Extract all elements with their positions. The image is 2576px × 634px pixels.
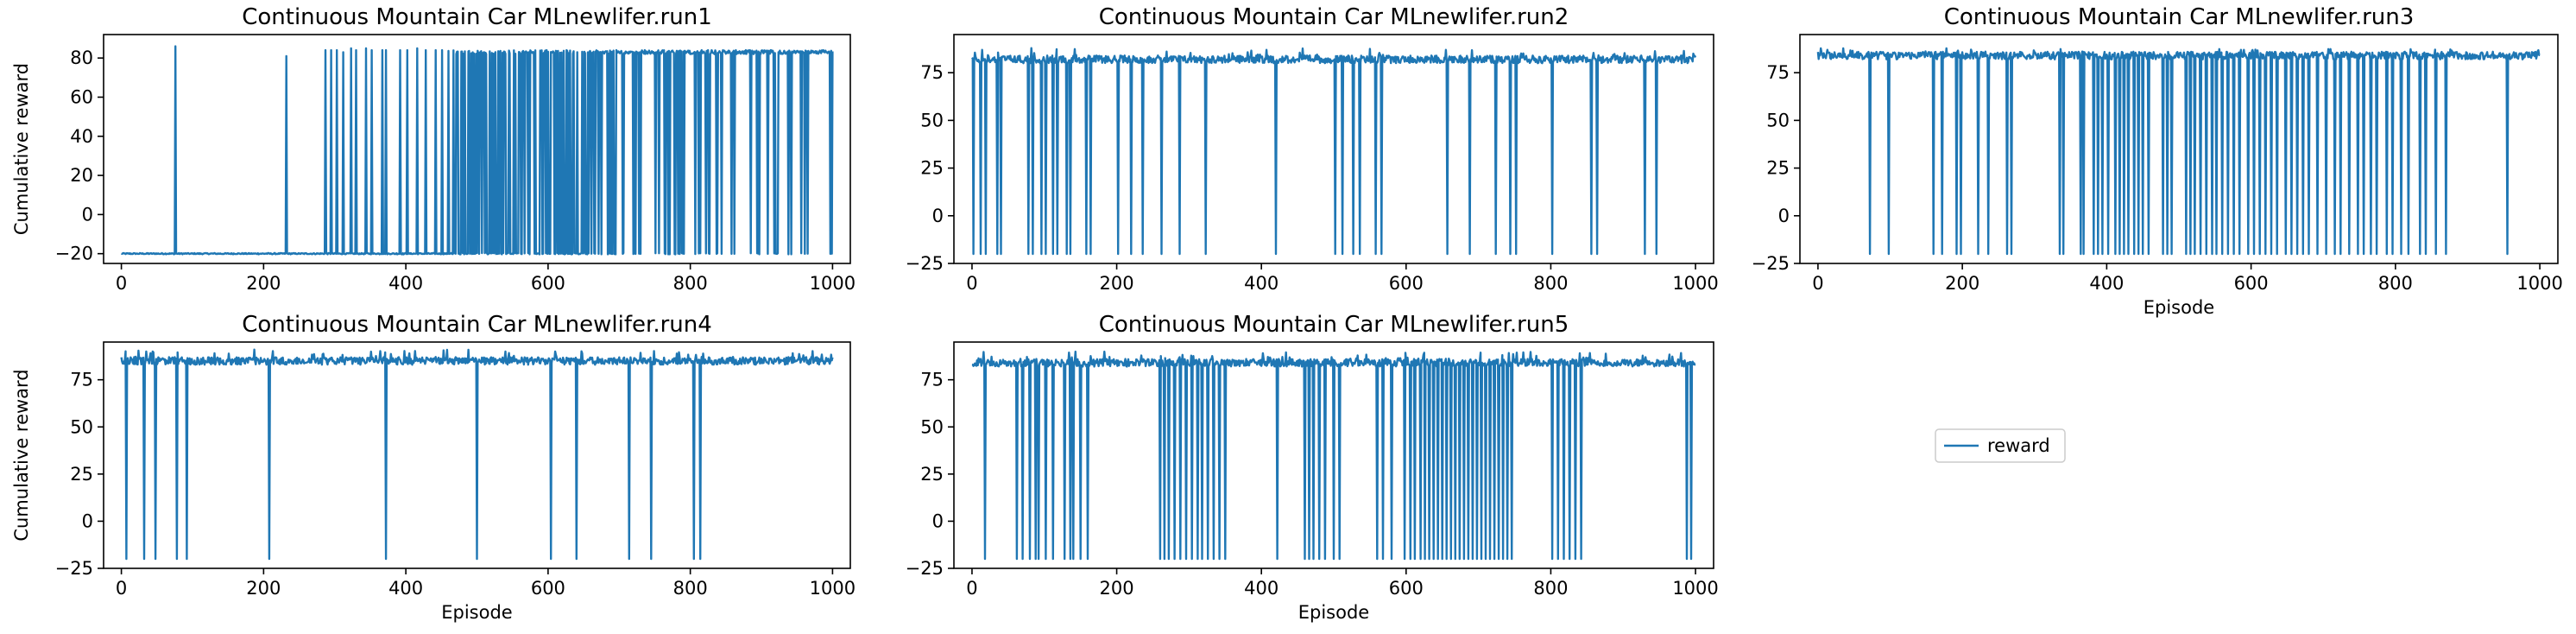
reward-series-line — [120, 45, 834, 256]
subplot-2: Continuous Mountain Car MLnewlifer.run2 0… — [906, 4, 1719, 294]
subplot-title: Continuous Mountain Car MLnewlifer.run3 — [1944, 4, 2415, 30]
plot-frame — [103, 34, 851, 264]
y-tick-label: 60 — [70, 86, 93, 107]
subplot-3: Continuous Mountain Car MLnewlifer.run3 0… — [1752, 4, 2563, 318]
x-tick-label: 600 — [2234, 273, 2269, 294]
x-axis-label: Episode — [2144, 297, 2214, 318]
y-tick-label: 75 — [70, 370, 93, 390]
legend-box — [1935, 428, 2066, 463]
y-tick-label: 75 — [920, 62, 944, 83]
y-axis-label: Cumulative reward — [11, 369, 32, 541]
subplot-title: Continuous Mountain Car MLnewlifer.run5 — [1099, 312, 1569, 338]
x-tick-label: 600 — [1389, 578, 1424, 599]
x-tick-label: 0 — [1812, 273, 1823, 294]
subplot-title: Continuous Mountain Car MLnewlifer.run2 — [1099, 4, 1569, 30]
x-tick-label: 200 — [1100, 273, 1134, 294]
x-axis-label: Episode — [1298, 602, 1369, 623]
subplot-title: Continuous Mountain Car MLnewlifer.run4 — [242, 312, 712, 338]
plot-frame — [1799, 34, 2559, 264]
legend: reward — [1935, 428, 2066, 463]
x-tick-label: 200 — [1100, 578, 1134, 599]
x-tick-label: 600 — [531, 578, 565, 599]
reward-series-line — [1816, 47, 2541, 256]
x-tick-label: 600 — [531, 273, 565, 294]
y-tick-label: 50 — [70, 416, 93, 437]
y-tick-label: 80 — [70, 48, 93, 68]
y-tick-label: −25 — [55, 558, 93, 579]
y-axis-label: Cumulative reward — [11, 63, 32, 235]
y-tick-label: −25 — [906, 253, 944, 274]
y-tick-label: 75 — [920, 370, 944, 390]
x-tick-label: 400 — [1244, 578, 1279, 599]
x-tick-label: 800 — [1533, 578, 1568, 599]
x-tick-label: 800 — [1533, 273, 1568, 294]
y-tick-label: −25 — [906, 558, 944, 579]
subplot-4: Continuous Mountain Car MLnewlifer.run4 0… — [11, 312, 856, 623]
subplot-1: Continuous Mountain Car MLnewlifer.run1 0… — [11, 4, 856, 294]
x-tick-label: 0 — [966, 578, 977, 599]
x-tick-label: 800 — [673, 578, 708, 599]
x-tick-label: 800 — [673, 273, 708, 294]
x-tick-label: 0 — [966, 273, 977, 294]
x-tick-label: 1000 — [810, 578, 856, 599]
y-tick-label: 0 — [932, 510, 944, 531]
subplot-title: Continuous Mountain Car MLnewlifer.run1 — [242, 4, 712, 30]
y-tick-label: 75 — [1766, 62, 1790, 83]
x-tick-label: 400 — [2089, 273, 2124, 294]
x-tick-label: 1000 — [1672, 273, 1718, 294]
x-tick-label: 400 — [388, 578, 423, 599]
y-tick-label: 25 — [1766, 158, 1790, 179]
reward-series-line — [120, 348, 834, 561]
plot-frame — [103, 341, 851, 569]
y-tick-label: 50 — [920, 416, 944, 437]
y-tick-label: 25 — [70, 464, 93, 485]
x-tick-label: 1000 — [2516, 273, 2562, 294]
y-tick-label: 25 — [920, 464, 944, 485]
x-tick-label: 1000 — [1672, 578, 1718, 599]
subplot-5: Continuous Mountain Car MLnewlifer.run5 0… — [906, 312, 1719, 623]
y-tick-label: 0 — [932, 206, 944, 226]
y-tick-label: 0 — [82, 204, 93, 225]
y-tick-label: 50 — [1766, 110, 1790, 130]
y-tick-label: −20 — [55, 244, 93, 264]
y-tick-label: 50 — [920, 110, 944, 130]
x-axis-label: Episode — [441, 602, 512, 623]
y-tick-label: −25 — [1752, 253, 1790, 274]
y-tick-label: 20 — [70, 165, 93, 186]
x-tick-label: 800 — [2378, 273, 2413, 294]
x-tick-label: 1000 — [810, 273, 856, 294]
y-tick-label: 40 — [70, 126, 93, 147]
x-tick-label: 0 — [116, 578, 127, 599]
reward-series-line — [971, 350, 1696, 561]
legend-label: reward — [1987, 435, 2050, 456]
x-tick-label: 200 — [246, 578, 281, 599]
x-tick-label: 200 — [246, 273, 281, 294]
y-tick-label: 25 — [920, 158, 944, 179]
x-tick-label: 400 — [1244, 273, 1279, 294]
plot-frame — [953, 341, 1714, 569]
x-tick-label: 400 — [388, 273, 423, 294]
plot-frame — [953, 34, 1714, 264]
reward-series-line — [971, 47, 1697, 256]
y-tick-label: 0 — [82, 510, 93, 531]
x-tick-label: 600 — [1389, 273, 1424, 294]
x-tick-label: 0 — [116, 273, 127, 294]
y-tick-label: 0 — [1778, 206, 1790, 226]
x-tick-label: 200 — [1945, 273, 1979, 294]
